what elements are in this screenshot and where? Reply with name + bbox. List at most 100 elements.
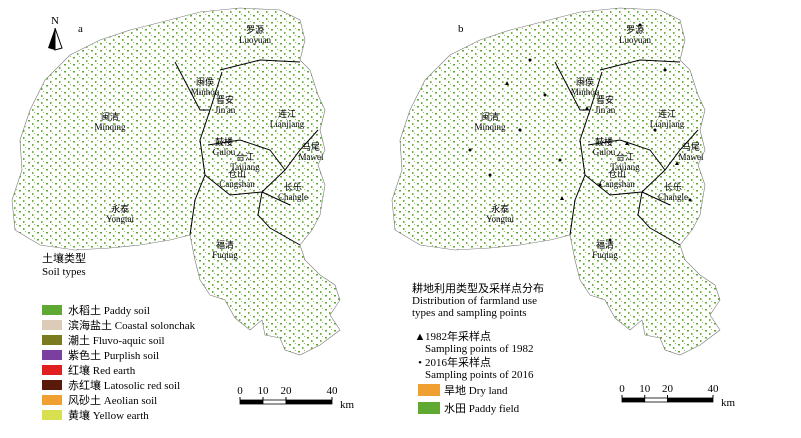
region-en: Jin'an — [215, 105, 236, 115]
scale-segment — [644, 397, 668, 403]
region-zh: 罗源 — [626, 25, 644, 35]
scale-segment — [285, 399, 333, 405]
region-en: Lianjiang — [650, 119, 685, 129]
legend-swatch — [42, 410, 62, 420]
legend-swatch — [418, 384, 440, 396]
scale-segment — [667, 397, 714, 403]
legend-swatch — [42, 365, 62, 375]
region-en: Minqing — [94, 122, 126, 132]
region-en: Minhou — [191, 87, 220, 97]
legend-title: 耕地利用类型及采样点分布 — [412, 281, 544, 295]
region-zh: 罗源 — [246, 25, 264, 35]
region-en: Gulou — [213, 147, 236, 157]
region-en: Minhou — [571, 87, 600, 97]
scale-label: 20 — [281, 385, 293, 397]
scale-label: 40 — [327, 385, 339, 397]
region-zh: 台江 — [616, 151, 634, 162]
region-en: Gulou — [593, 147, 616, 157]
region-zh: 台江 — [236, 151, 254, 162]
region-en: Cangshan — [599, 179, 635, 189]
north-label: N — [51, 15, 59, 27]
region-en: Cangshan — [219, 179, 255, 189]
legend-label: 滨海盐土 Coastal solonchak — [68, 318, 196, 332]
legend-title: types and sampling points — [412, 307, 527, 319]
region-zh: 闽侯 — [196, 76, 214, 87]
legend-swatch — [42, 305, 62, 315]
region-en: Mawei — [299, 152, 324, 162]
region-en: Lianjiang — [270, 119, 305, 129]
legend-label: 水田 Paddy field — [444, 402, 520, 415]
legend-label: 风砂土 Aeolian soil — [68, 394, 157, 407]
scale-unit: km — [340, 399, 355, 411]
region-zh: 鼓楼 — [215, 136, 233, 147]
legend-label: 水稻土 Paddy soil — [68, 304, 150, 317]
scale-label: 0 — [619, 383, 625, 395]
legend-swatch — [42, 395, 62, 405]
scale-segment — [239, 399, 264, 405]
scale-label: 40 — [708, 383, 720, 395]
region-en: Jin'an — [595, 105, 616, 115]
region-en: Mawei — [679, 152, 704, 162]
scale-label: 10 — [639, 383, 651, 395]
region-en: Changle — [658, 192, 688, 202]
scale-label: 0 — [237, 385, 243, 397]
panel-label: b — [458, 23, 464, 35]
region-zh: 晋安 — [596, 94, 614, 105]
legend-swatch — [42, 350, 62, 360]
region-en: Luoyuan — [619, 35, 651, 45]
panel-label: a — [78, 23, 83, 35]
legend-label: Sampling points of 1982 — [425, 343, 533, 355]
legend-marker: • — [418, 357, 422, 369]
legend-label: 赤红壤 Latosolic red soil — [68, 378, 180, 392]
legend-swatch — [42, 380, 62, 390]
region-zh: 福清 — [596, 239, 614, 250]
legend-label: 潮土 Fluvo-aquic soil — [68, 333, 165, 347]
region-zh: 鼓楼 — [595, 136, 613, 147]
region-en: Yongtai — [106, 214, 135, 224]
region-en: Fuqing — [212, 250, 238, 260]
legend-marker: ▲ — [415, 331, 426, 343]
legend-label: 红壤 Red earth — [68, 363, 136, 377]
region-en: Taijiang — [610, 162, 640, 172]
legend-label: Sampling points of 2016 — [425, 369, 534, 381]
scale-segment — [621, 397, 646, 403]
legend-swatch — [42, 335, 62, 345]
region-zh: 闽侯 — [576, 76, 594, 87]
legend-label: 2016年采样点 — [425, 355, 491, 369]
region-zh: 永泰 — [491, 203, 509, 214]
region-zh: 闽清 — [481, 111, 499, 122]
region-en: Changle — [278, 192, 308, 202]
region-zh: 马尾 — [682, 142, 700, 152]
north-arrow — [54, 27, 63, 51]
legend-label: 旱地 Dry land — [444, 384, 508, 397]
region-zh: 长乐 — [284, 181, 302, 192]
north-arrow — [48, 28, 55, 50]
region-zh: 连江 — [278, 108, 296, 119]
legend-label: 紫色土 Purplish soil — [68, 348, 159, 362]
legend-label: 1982年采样点 — [425, 329, 491, 343]
region-zh: 长乐 — [664, 181, 682, 192]
region-zh: 马尾 — [302, 142, 320, 152]
legend-label: 黄壤 Yellow earth — [68, 408, 149, 422]
legend-title: Distribution of farmland use — [412, 295, 537, 307]
sampling-points — [468, 23, 692, 242]
legend-title: 土壤类型 — [42, 251, 86, 265]
scale-segment — [262, 399, 287, 405]
legend-title: Soil types — [42, 266, 86, 278]
region-en: Yongtai — [486, 214, 515, 224]
region-en: Luoyuan — [239, 35, 271, 45]
region-zh: 闽清 — [101, 111, 119, 122]
region-zh: 永泰 — [111, 203, 129, 214]
region-zh: 福清 — [216, 239, 234, 250]
scale-unit: km — [721, 397, 736, 409]
region-zh: 连江 — [658, 108, 676, 119]
region-zh: 仓山 — [608, 168, 626, 179]
region-en: Fuqing — [592, 250, 618, 260]
scale-label: 20 — [662, 383, 674, 395]
scale-label: 10 — [258, 385, 270, 397]
legend-swatch — [42, 320, 62, 330]
region-zh: 晋安 — [216, 94, 234, 105]
region-zh: 仓山 — [228, 168, 246, 179]
legend-swatch — [418, 402, 440, 414]
